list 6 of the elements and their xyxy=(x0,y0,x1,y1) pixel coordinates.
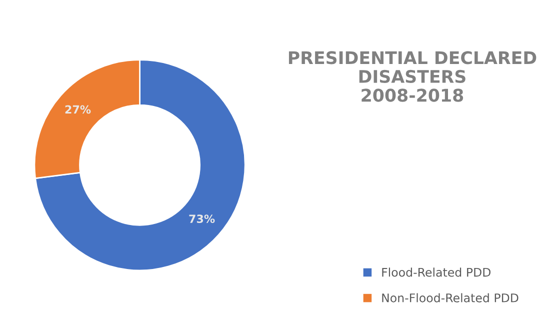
chart-title: PRESIDENTIAL DECLARED DISASTERS 2008-2018 xyxy=(288,51,536,102)
donut-slice xyxy=(34,59,246,272)
data-label: 27% xyxy=(65,105,91,114)
data-label: 73% xyxy=(189,214,215,223)
legend-label: Flood-Related PDD xyxy=(382,268,490,277)
legend-label: Non-Flood-Related PDD xyxy=(382,293,518,302)
